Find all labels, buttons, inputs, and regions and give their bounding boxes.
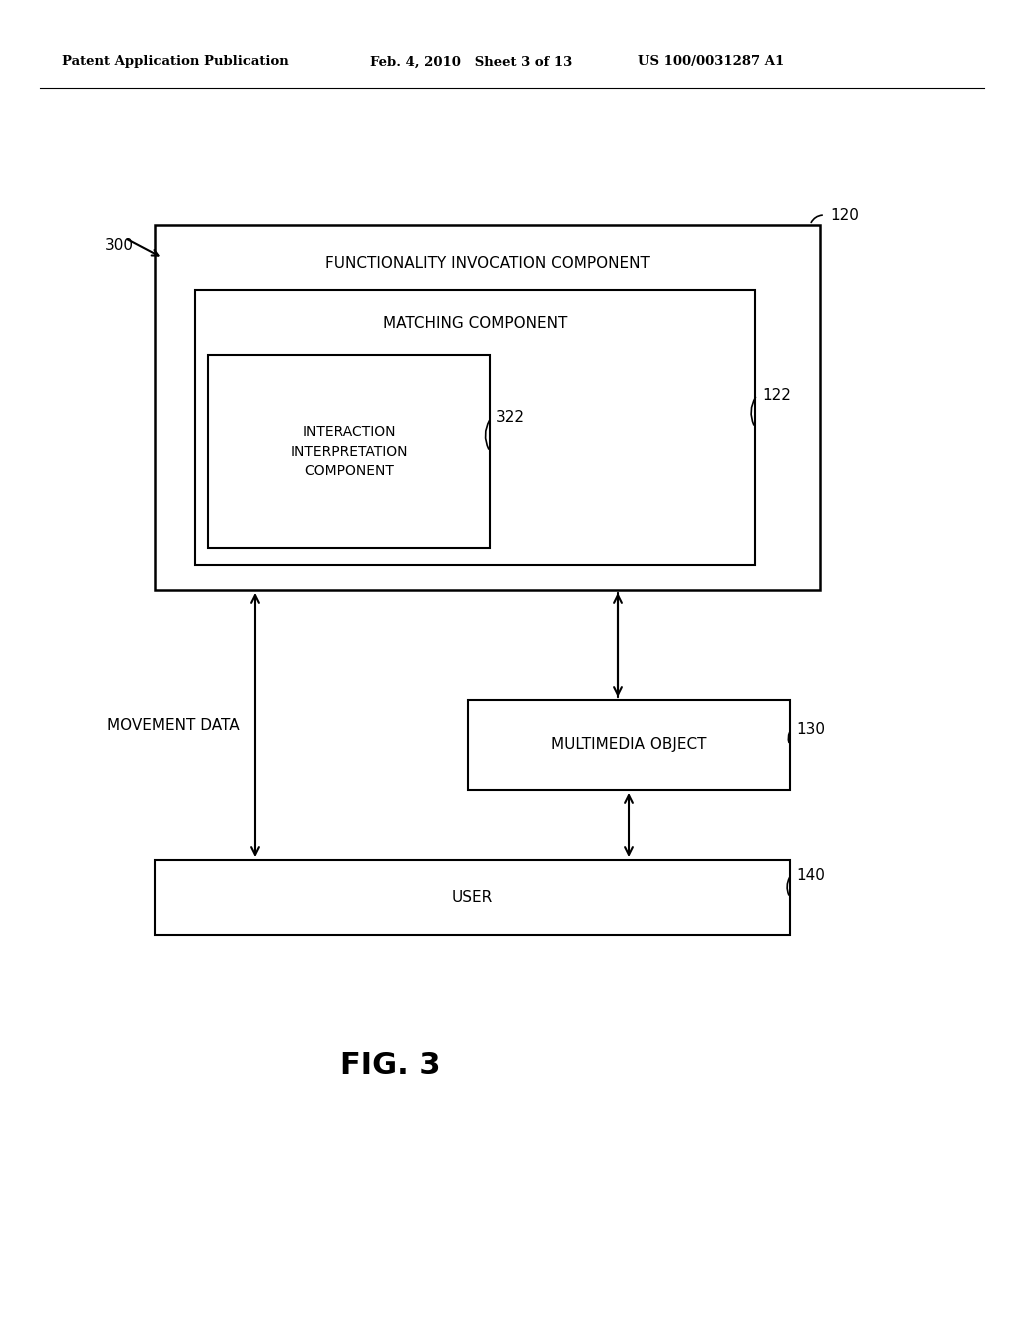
Bar: [208, 355, 490, 548]
Text: 140: 140: [796, 867, 825, 883]
Text: FUNCTIONALITY INVOCATION COMPONENT: FUNCTIONALITY INVOCATION COMPONENT: [325, 256, 650, 271]
Text: INTERACTION
INTERPRETATION
COMPONENT: INTERACTION INTERPRETATION COMPONENT: [290, 425, 408, 478]
Bar: [195, 290, 755, 565]
Text: 322: 322: [496, 411, 525, 425]
Text: 300: 300: [105, 238, 134, 252]
Text: MULTIMEDIA OBJECT: MULTIMEDIA OBJECT: [551, 738, 707, 752]
Text: USER: USER: [452, 890, 494, 906]
Text: US 100/0031287 A1: US 100/0031287 A1: [638, 55, 784, 69]
Text: 120: 120: [830, 207, 859, 223]
Text: FIG. 3: FIG. 3: [340, 1051, 440, 1080]
Text: Feb. 4, 2010   Sheet 3 of 13: Feb. 4, 2010 Sheet 3 of 13: [370, 55, 572, 69]
Bar: [155, 224, 820, 590]
Text: MATCHING COMPONENT: MATCHING COMPONENT: [383, 315, 567, 330]
Text: 130: 130: [796, 722, 825, 738]
Text: Patent Application Publication: Patent Application Publication: [62, 55, 289, 69]
Text: MOVEMENT DATA: MOVEMENT DATA: [108, 718, 240, 733]
Bar: [468, 700, 790, 789]
Text: 122: 122: [762, 388, 791, 403]
Bar: [155, 861, 790, 935]
